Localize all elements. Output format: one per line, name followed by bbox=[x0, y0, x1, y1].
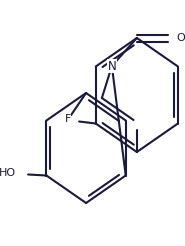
Text: N: N bbox=[107, 60, 116, 73]
Text: HO: HO bbox=[0, 169, 16, 179]
Text: F: F bbox=[64, 113, 71, 123]
Text: O: O bbox=[176, 33, 185, 43]
